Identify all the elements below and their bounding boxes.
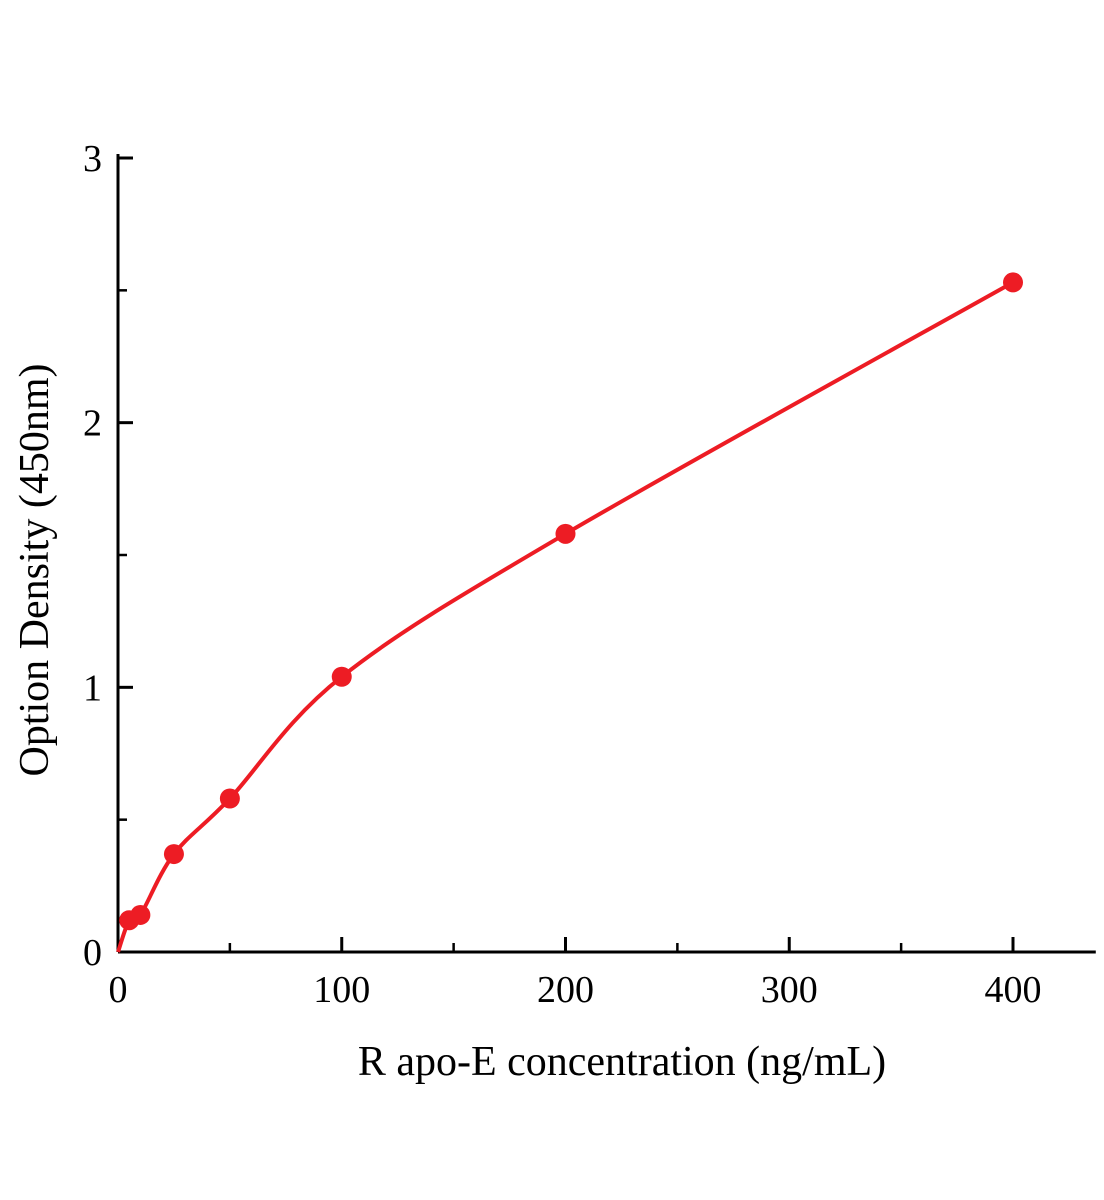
y-tick-label: 2 bbox=[83, 403, 102, 445]
x-tick-label: 300 bbox=[761, 969, 818, 1011]
x-tick-label: 200 bbox=[537, 969, 594, 1011]
data-point bbox=[331, 666, 352, 687]
ticks-group bbox=[116, 156, 1015, 954]
x-tick-label: 100 bbox=[313, 969, 370, 1011]
data-point bbox=[163, 844, 184, 865]
tick-labels-group: 0 100 200 300 400 0 1 2 3 bbox=[83, 138, 1042, 1011]
axes-group bbox=[116, 154, 1096, 954]
y-axis-label: Option Density (450nm) bbox=[12, 364, 58, 777]
fit-curve-line bbox=[116, 280, 1014, 953]
y-tick-label: 1 bbox=[83, 667, 102, 709]
y-tick-label: 0 bbox=[83, 932, 102, 974]
data-point bbox=[219, 788, 240, 809]
x-tick-label: 0 bbox=[109, 969, 128, 1011]
y-tick-label: 3 bbox=[83, 138, 102, 180]
data-points-group bbox=[119, 272, 1023, 931]
data-point bbox=[130, 904, 151, 925]
x-tick-label: 400 bbox=[985, 969, 1042, 1011]
x-axis-label: R apo-E concentration (ng/mL) bbox=[358, 1039, 886, 1085]
data-point bbox=[1003, 272, 1023, 293]
data-point bbox=[555, 523, 576, 544]
